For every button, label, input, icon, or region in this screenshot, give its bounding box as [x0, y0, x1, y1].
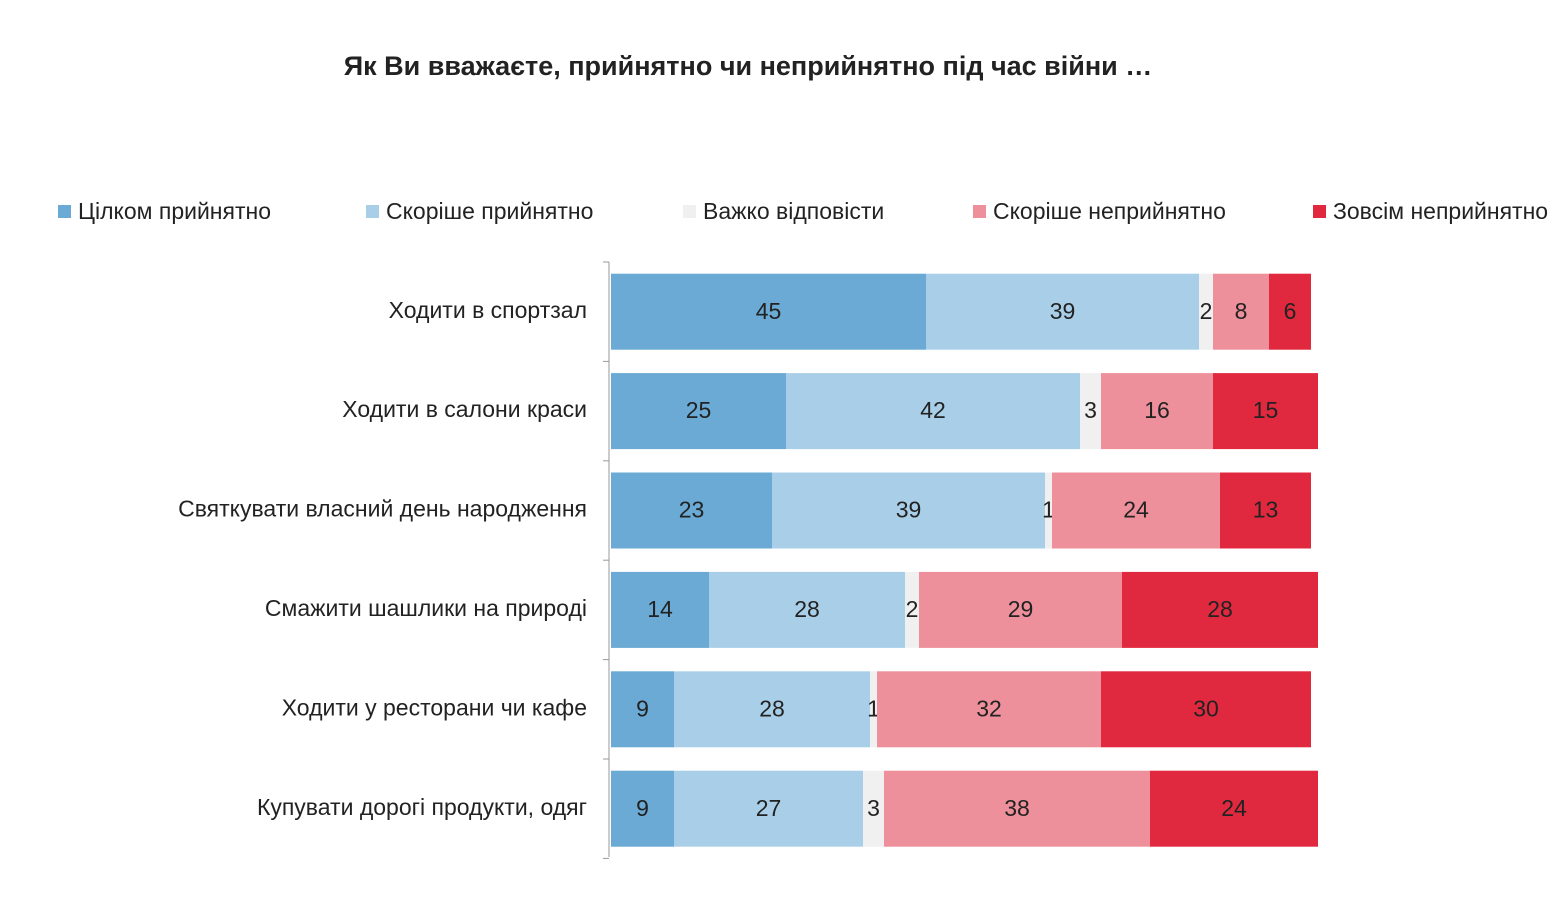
bar-segment — [1199, 273, 1213, 350]
category-label: Смажити шашлики на природі — [265, 595, 587, 621]
bar-segment — [905, 571, 919, 648]
value-label: 29 — [1008, 596, 1034, 622]
value-label: 2 — [1200, 298, 1213, 324]
bar-segment — [674, 770, 863, 847]
category-label: Ходити у ресторани чи кафе — [282, 694, 587, 720]
bar-segment — [1122, 571, 1318, 648]
value-label: 3 — [867, 795, 880, 821]
value-label: 13 — [1253, 497, 1279, 523]
value-label: 9 — [636, 795, 649, 821]
bar-segment — [772, 472, 1045, 549]
value-label: 24 — [1123, 497, 1149, 523]
value-label: 28 — [759, 695, 785, 721]
bar-segment — [1052, 472, 1220, 549]
chart-title: Як Ви вважаєте, прийнятно чи неприйнятно… — [344, 51, 1153, 81]
bar-segment — [786, 373, 1080, 450]
bar-segment — [1101, 373, 1213, 450]
value-label: 32 — [976, 695, 1002, 721]
bar-segment — [926, 273, 1199, 350]
value-label: 6 — [1284, 298, 1297, 324]
bar-segment — [1213, 373, 1318, 450]
bar-segment — [1101, 671, 1311, 748]
legend-swatch — [973, 205, 986, 218]
value-label: 23 — [679, 497, 705, 523]
category-label: Ходити в спортзал — [389, 297, 587, 323]
legend-swatch — [1313, 205, 1326, 218]
legend-label: Важко відповісти — [703, 198, 884, 224]
value-label: 24 — [1221, 795, 1247, 821]
bar-segment — [1213, 273, 1269, 350]
bar-segment — [877, 671, 1101, 748]
category-label: Купувати дорогі продукти, одяг — [257, 794, 587, 820]
bar-segment — [674, 671, 870, 748]
value-label: 1 — [1042, 497, 1055, 523]
value-label: 14 — [647, 596, 673, 622]
bar-segment — [611, 273, 926, 350]
value-label: 39 — [1050, 298, 1076, 324]
bar-segment — [709, 571, 905, 648]
value-label: 42 — [920, 397, 946, 423]
value-label: 30 — [1193, 695, 1219, 721]
value-label: 38 — [1004, 795, 1030, 821]
legend-swatch — [366, 205, 379, 218]
value-label: 15 — [1253, 397, 1279, 423]
bar-segment — [1150, 770, 1318, 847]
bar-segment — [1080, 373, 1101, 450]
bar-segment — [1045, 472, 1052, 549]
value-label: 27 — [756, 795, 782, 821]
bar-segment — [611, 472, 772, 549]
value-label: 28 — [1207, 596, 1233, 622]
bar-segment — [1269, 273, 1311, 350]
bar-segment — [884, 770, 1150, 847]
category-label: Ходити в салони краси — [342, 396, 587, 422]
bar-segment — [870, 671, 877, 748]
value-label: 1 — [867, 695, 880, 721]
value-label: 39 — [896, 497, 922, 523]
category-label: Святкувати власний день народження — [178, 496, 587, 522]
bar-segment — [611, 571, 709, 648]
bar-segment — [611, 671, 674, 748]
legend-label: Скоріше неприйнятно — [993, 198, 1226, 224]
legend-swatch — [683, 205, 696, 218]
bar-segment — [863, 770, 884, 847]
value-label: 9 — [636, 695, 649, 721]
value-label: 16 — [1144, 397, 1170, 423]
bar-segment — [611, 770, 674, 847]
value-label: 8 — [1235, 298, 1248, 324]
legend-label: Цілком прийнятно — [78, 198, 271, 224]
value-label: 3 — [1084, 397, 1097, 423]
bar-segment — [1220, 472, 1311, 549]
value-label: 2 — [906, 596, 919, 622]
bar-segment — [919, 571, 1122, 648]
legend-label: Зовсім неприйнятно — [1333, 198, 1548, 224]
bar-segment — [611, 373, 786, 450]
legend-label: Скоріше прийнятно — [386, 198, 593, 224]
value-label: 45 — [756, 298, 782, 324]
value-label: 28 — [794, 596, 820, 622]
value-label: 25 — [686, 397, 712, 423]
legend-swatch — [58, 205, 71, 218]
